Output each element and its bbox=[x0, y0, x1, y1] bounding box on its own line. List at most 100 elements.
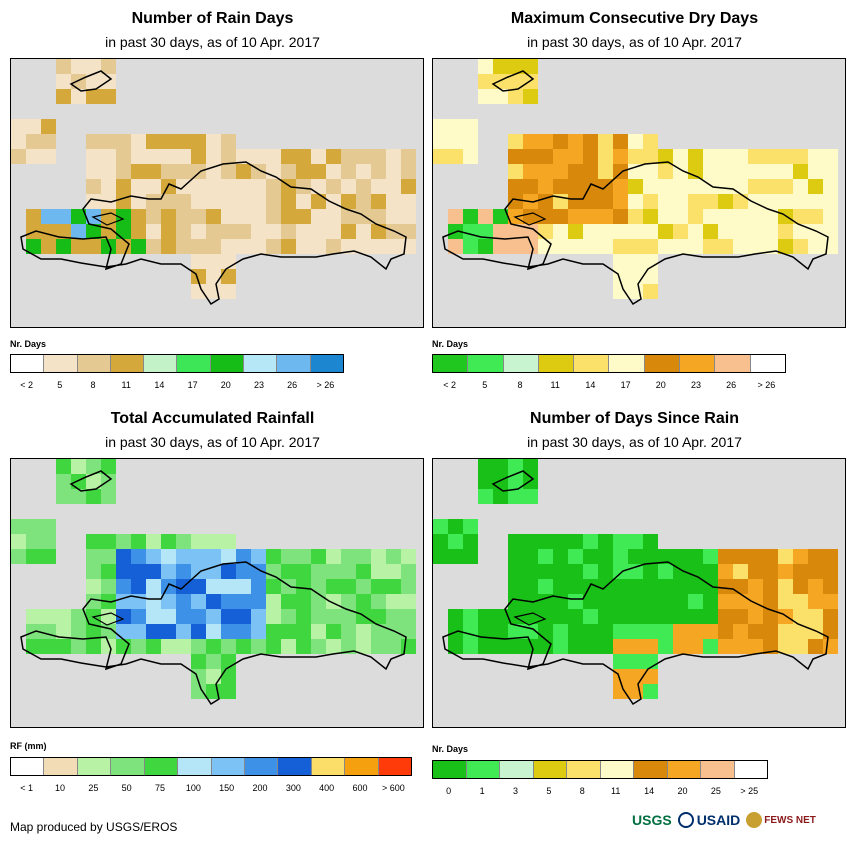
grid-cell bbox=[311, 624, 326, 639]
grid-cell bbox=[26, 609, 41, 624]
grid-cell bbox=[71, 609, 86, 624]
grid-cell bbox=[733, 639, 748, 654]
grid-cell bbox=[778, 179, 793, 194]
grid-cell bbox=[703, 549, 718, 564]
grid-cell bbox=[568, 564, 583, 579]
grid-cell bbox=[733, 579, 748, 594]
legend-tick-label: < 2 bbox=[20, 380, 33, 390]
grid-cell bbox=[371, 164, 386, 179]
grid-cell bbox=[86, 489, 101, 504]
grid-cell bbox=[823, 149, 838, 164]
grid-cell bbox=[146, 224, 161, 239]
grid-cell bbox=[493, 474, 508, 489]
grid-cell bbox=[463, 609, 478, 624]
grid-cell bbox=[116, 534, 131, 549]
grid-cell bbox=[613, 194, 628, 209]
grid-cell bbox=[808, 564, 823, 579]
grid-cell bbox=[433, 549, 448, 564]
grid-cell bbox=[643, 164, 658, 179]
grid-cell bbox=[341, 609, 356, 624]
grid-cell bbox=[131, 179, 146, 194]
island-outline bbox=[69, 470, 113, 492]
grid-cell bbox=[658, 149, 673, 164]
grid-cell bbox=[673, 609, 688, 624]
legend-swatch bbox=[278, 758, 312, 775]
grid-cell bbox=[146, 179, 161, 194]
grid-cell bbox=[823, 594, 838, 609]
grid-cell bbox=[433, 119, 448, 134]
grid-cell bbox=[508, 474, 523, 489]
grid-cell bbox=[191, 654, 206, 669]
grid-cell bbox=[221, 579, 236, 594]
grid-cell bbox=[191, 164, 206, 179]
grid-cell bbox=[386, 194, 401, 209]
grid-cell bbox=[643, 224, 658, 239]
grid-cell bbox=[116, 179, 131, 194]
grid-cell bbox=[191, 594, 206, 609]
grid-cell bbox=[613, 654, 628, 669]
grid-cell bbox=[763, 624, 778, 639]
grid-cell bbox=[823, 164, 838, 179]
grid-cell bbox=[583, 149, 598, 164]
grid-cell bbox=[808, 179, 823, 194]
grid-cell bbox=[161, 639, 176, 654]
grid-cell bbox=[808, 209, 823, 224]
legend-tick-label: 20 bbox=[220, 380, 231, 390]
legend-tick-label: 8 bbox=[579, 786, 585, 796]
grid-cell bbox=[643, 684, 658, 699]
legend-bar bbox=[432, 354, 786, 373]
grid-cell bbox=[116, 579, 131, 594]
grid-cell bbox=[583, 224, 598, 239]
grid-cell bbox=[41, 149, 56, 164]
grid-cell bbox=[748, 149, 763, 164]
grid-cell bbox=[176, 609, 191, 624]
legend-swatch bbox=[277, 355, 311, 372]
gonave-outline bbox=[91, 612, 125, 626]
grid-cell bbox=[281, 549, 296, 564]
gonave-outline bbox=[513, 612, 547, 626]
grid-cell bbox=[553, 564, 568, 579]
grid-cell bbox=[748, 179, 763, 194]
grid-cell bbox=[628, 269, 643, 284]
grid-cell bbox=[41, 609, 56, 624]
grid-cell bbox=[101, 164, 116, 179]
grid-cell bbox=[613, 594, 628, 609]
grid-cell bbox=[236, 624, 251, 639]
grid-cell bbox=[206, 224, 221, 239]
grid-cell bbox=[658, 624, 673, 639]
grid-cell bbox=[236, 224, 251, 239]
grid-cell bbox=[493, 489, 508, 504]
grid-cell bbox=[356, 549, 371, 564]
grid-cell bbox=[86, 59, 101, 74]
grid-cell bbox=[266, 594, 281, 609]
grid-cell bbox=[763, 579, 778, 594]
grid-cell bbox=[493, 89, 508, 104]
grid-cell bbox=[26, 149, 41, 164]
grid-cell bbox=[628, 194, 643, 209]
grid-cell bbox=[101, 59, 116, 74]
grid-cell bbox=[508, 224, 523, 239]
grid-cell bbox=[71, 89, 86, 104]
legend-swatch bbox=[634, 761, 668, 778]
grid-cell bbox=[718, 239, 733, 254]
grid-cell bbox=[613, 239, 628, 254]
grid-cell bbox=[401, 224, 416, 239]
grid-cell bbox=[371, 609, 386, 624]
grid-cell bbox=[823, 609, 838, 624]
legend-swatch bbox=[210, 355, 245, 372]
grid-cell bbox=[733, 149, 748, 164]
grid-cell bbox=[146, 164, 161, 179]
legend-swatch bbox=[11, 355, 45, 372]
grid-cell bbox=[311, 194, 326, 209]
panel-title: Number of Rain Days bbox=[131, 10, 294, 27]
grid-cell bbox=[808, 639, 823, 654]
grid-cell bbox=[688, 239, 703, 254]
grid-cell bbox=[206, 194, 221, 209]
legend-tick-label: 14 bbox=[644, 786, 655, 796]
grid-cell bbox=[463, 639, 478, 654]
grid-cell bbox=[718, 149, 733, 164]
grid-cell bbox=[763, 239, 778, 254]
panel-rainfall: Total Accumulated Rainfall in past 30 da… bbox=[0, 400, 425, 805]
grid-cell bbox=[628, 534, 643, 549]
grid-cell bbox=[823, 239, 838, 254]
